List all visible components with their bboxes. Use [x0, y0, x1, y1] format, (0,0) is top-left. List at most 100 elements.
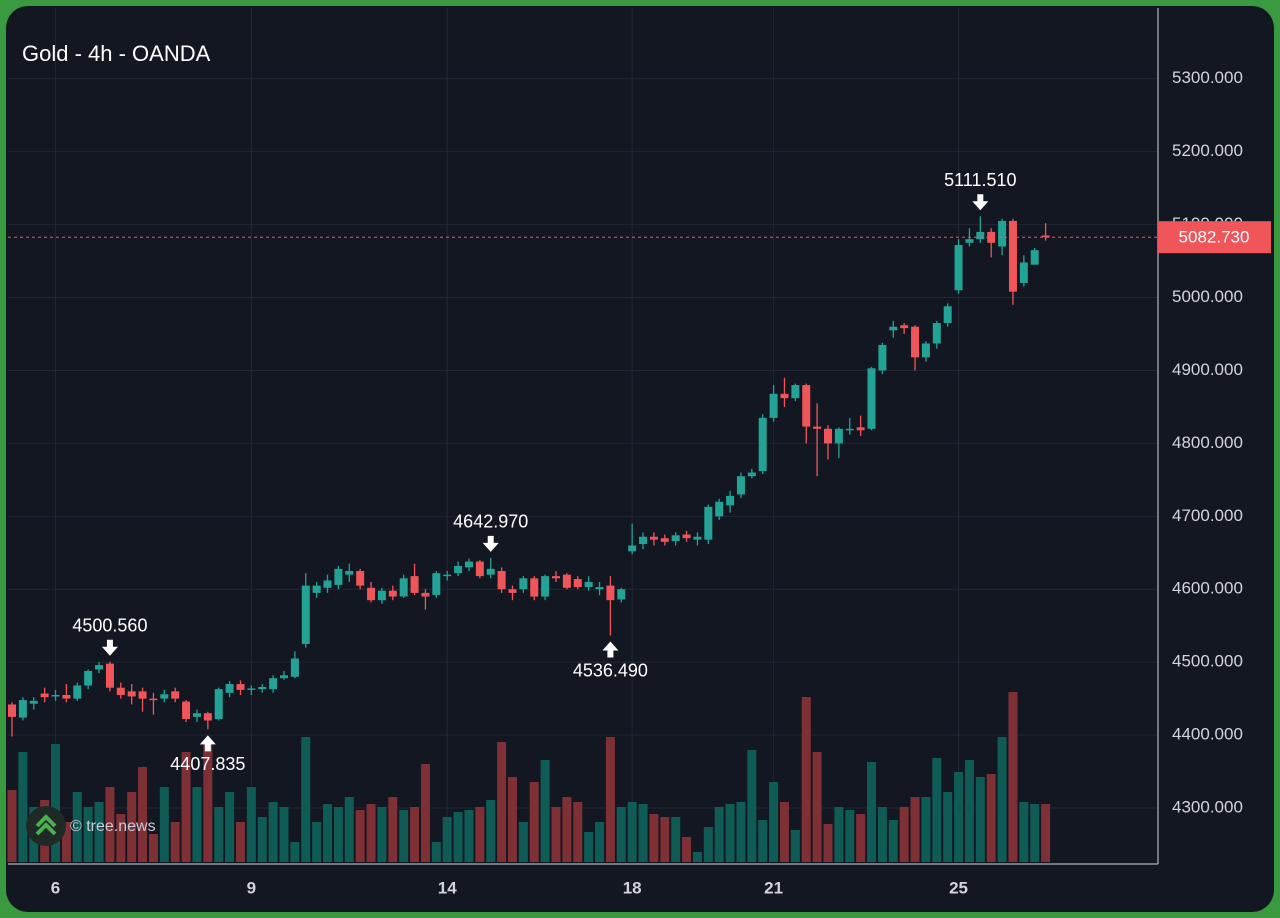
candle-body [388, 590, 397, 597]
y-tick-label: 4400.000 [1172, 725, 1243, 744]
volume-bar [51, 744, 61, 862]
candle-body [824, 428, 832, 444]
volume-bar [736, 802, 746, 862]
candle-body [758, 417, 767, 472]
y-tick-label: 4300.000 [1172, 798, 1243, 817]
volume-bar [431, 842, 441, 862]
candle-body [1030, 250, 1039, 265]
logo-mark [35, 814, 57, 836]
candle-body [693, 536, 702, 540]
annotation-label: 4642.970 [453, 512, 528, 532]
volume-bar [790, 830, 800, 862]
candle-body [334, 568, 343, 585]
candle-body [29, 700, 38, 704]
candle-body [312, 585, 321, 593]
candle-body [367, 587, 376, 601]
volume-bar [856, 814, 866, 862]
candle-body [116, 687, 125, 695]
volume-bar [888, 820, 898, 862]
candle-body [105, 663, 114, 688]
volume-bar [573, 802, 583, 862]
volume-bar [410, 807, 420, 862]
annotation-arrow [482, 535, 499, 552]
volume-bar [181, 752, 191, 862]
volume-bar [420, 764, 430, 862]
candle-body [562, 574, 571, 588]
volume-bar [964, 760, 974, 862]
candle-body [280, 675, 288, 679]
volume-bar [529, 782, 539, 862]
volume-bar [486, 800, 496, 862]
candle-body [323, 580, 332, 588]
candle-body [954, 245, 963, 291]
y-tick-label: 5300.000 [1172, 68, 1243, 87]
candle-body [900, 325, 909, 329]
volume-bar [355, 810, 365, 862]
volume-layer [7, 692, 1051, 862]
volume-bar [105, 787, 115, 862]
volume-bar [562, 797, 572, 862]
candle-layer [8, 216, 1050, 737]
candle-body [845, 428, 854, 431]
candle-body [95, 665, 104, 670]
volume-bar [671, 817, 681, 862]
volume-bar [377, 807, 387, 862]
volume-bar [442, 817, 452, 862]
annotation-label: 4536.490 [573, 660, 648, 680]
volume-bar [18, 752, 28, 862]
candle-body [127, 691, 136, 697]
y-tick-label: 4800.000 [1172, 433, 1243, 452]
volume-bar [507, 777, 517, 862]
volume-bar [649, 814, 659, 862]
volume-bar [170, 822, 180, 862]
x-tick-label: 14 [438, 878, 457, 897]
volume-bar [703, 827, 713, 862]
volume-bar [986, 774, 996, 862]
candle-body [345, 571, 354, 575]
x-tick-label: 6 [51, 878, 60, 897]
candle-body [356, 571, 365, 586]
candle-body [617, 589, 626, 600]
volume-bar [464, 810, 474, 862]
volume-bar [138, 767, 148, 862]
current-price-tag [1158, 221, 1271, 254]
volume-bar [235, 822, 245, 862]
volume-bar [812, 752, 822, 862]
watermark: © tree.news [70, 818, 156, 835]
candle-body [236, 684, 245, 690]
annotation-label: 5111.510 [944, 170, 1016, 190]
volume-bar [344, 797, 354, 862]
candle-body [149, 698, 158, 701]
volume-bar [148, 834, 158, 862]
candle-body [486, 568, 495, 575]
candle-body [62, 694, 71, 699]
annotation-label: 4407.835 [170, 754, 245, 774]
grid [8, 8, 1158, 862]
volume-bar [877, 807, 887, 862]
candle-body [225, 684, 234, 693]
volume-bar [997, 737, 1007, 862]
volume-bar [333, 807, 343, 862]
candle-body [736, 476, 745, 495]
volume-bar [975, 777, 985, 862]
y-tick-label: 4500.000 [1172, 652, 1243, 671]
candle-body [18, 700, 27, 718]
volume-bar [747, 750, 757, 862]
volume-bar [823, 824, 833, 862]
candle-body [704, 506, 713, 540]
candle-body [432, 573, 441, 596]
volume-bar [584, 832, 594, 862]
volume-bar [159, 787, 169, 862]
candle-body [421, 592, 430, 597]
volume-bar [899, 807, 909, 862]
x-tick-label: 18 [623, 878, 642, 897]
volume-bar [453, 812, 463, 862]
volume-bar [497, 742, 507, 862]
candle-body [943, 306, 952, 324]
volume-bar [290, 842, 300, 862]
volume-bar [301, 737, 311, 862]
candle-body [51, 694, 60, 697]
candle-body [867, 368, 876, 429]
annotation-arrow [602, 641, 619, 658]
